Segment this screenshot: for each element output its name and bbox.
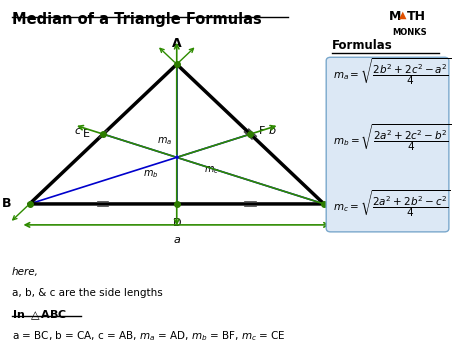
Text: B: B [2, 197, 12, 210]
Text: TH: TH [407, 10, 426, 23]
Text: Formulas: Formulas [332, 39, 393, 52]
Text: M: M [389, 10, 401, 23]
Text: $m_b$: $m_b$ [144, 168, 159, 180]
Text: here,: here, [12, 267, 38, 277]
Text: MONKS: MONKS [392, 27, 427, 37]
Text: $m_b = \sqrt{\dfrac{2a^2+2c^2-b^2}{4}}$: $m_b = \sqrt{\dfrac{2a^2+2c^2-b^2}{4}}$ [333, 122, 451, 153]
Text: c: c [75, 126, 81, 136]
Text: C: C [342, 197, 351, 210]
Text: Median of a Triangle Formulas: Median of a Triangle Formulas [12, 12, 262, 27]
Text: b: b [268, 126, 275, 136]
Text: $m_a = \sqrt{\dfrac{2b^2+2c^2-a^2}{4}}$: $m_a = \sqrt{\dfrac{2b^2+2c^2-a^2}{4}}$ [333, 56, 451, 87]
Text: E: E [83, 129, 90, 139]
FancyBboxPatch shape [326, 57, 449, 232]
Text: ▲: ▲ [399, 10, 406, 20]
Text: $m_c = \sqrt{\dfrac{2a^2+2b^2-c^2}{4}}$: $m_c = \sqrt{\dfrac{2a^2+2b^2-c^2}{4}}$ [333, 189, 451, 219]
Text: $m_c$: $m_c$ [203, 164, 219, 176]
Text: a: a [173, 235, 180, 245]
Text: a = BC, b = CA, c = AB, $m_a$ = AD, $m_b$ = BF, $m_c$ = CE: a = BC, b = CA, c = AB, $m_a$ = AD, $m_b… [12, 330, 285, 344]
Text: In $\triangle$ABC: In $\triangle$ABC [12, 309, 67, 322]
Text: A: A [172, 37, 182, 50]
Text: $m_a$: $m_a$ [157, 135, 172, 147]
Text: F: F [259, 126, 265, 136]
Text: a, b, & c are the side lengths: a, b, & c are the side lengths [12, 288, 163, 298]
Text: D: D [173, 218, 181, 228]
